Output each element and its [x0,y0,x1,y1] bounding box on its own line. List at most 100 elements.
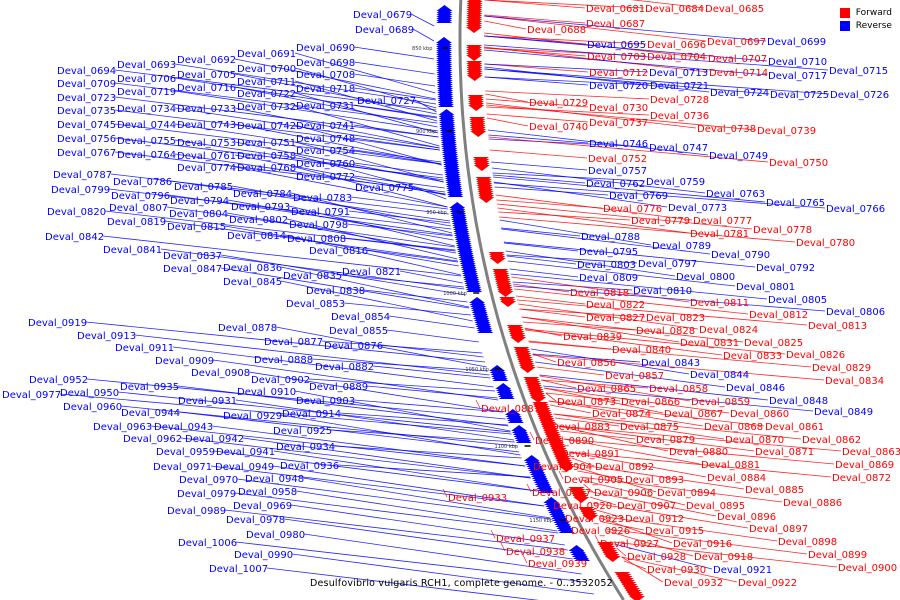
gene-label[interactable]: Deval_0841 [103,245,162,256]
gene-label[interactable]: Deval_0963 [93,422,152,433]
gene-label[interactable]: Deval_0800 [676,272,735,283]
gene-label[interactable]: Deval_0871 [755,447,814,458]
gene-label[interactable]: Deval_0763 [706,189,765,200]
gene-label[interactable]: Deval_0735 [57,106,116,117]
gene-label[interactable]: Deval_0926 [571,526,630,537]
gene-label[interactable]: Deval_0822 [586,300,645,311]
gene-label[interactable]: Deval_0698 [296,58,355,69]
gene-label[interactable]: Deval_0877 [264,337,323,348]
gene-label[interactable]: Deval_0787 [53,170,112,181]
gene-label[interactable]: Deval_0887 [481,404,540,415]
gene-label[interactable]: Deval_1006 [178,538,237,549]
gene-label[interactable]: Deval_0723 [57,93,116,104]
gene-label[interactable]: Deval_0931 [178,396,237,407]
gene-label[interactable]: Deval_0878 [218,323,277,334]
gene-label[interactable]: Deval_0903 [296,396,355,407]
gene-label[interactable]: Deval_0801 [736,282,795,293]
gene-label[interactable]: Deval_0922 [738,578,797,589]
gene-label[interactable]: Deval_0758 [237,151,296,162]
gene-label[interactable]: Deval_0714 [709,68,768,79]
gene-label[interactable]: Deval_0894 [657,488,716,499]
gene-label[interactable]: Deval_0809 [579,273,638,284]
gene-label[interactable]: Deval_0833 [723,351,782,362]
gene-label[interactable]: Deval_0727 [357,96,416,107]
gene-label[interactable]: Deval_0835 [283,271,342,282]
gene-label[interactable]: Deval_0874 [592,409,651,420]
gene-label[interactable]: Deval_0856 [557,358,616,369]
gene-label[interactable]: Deval_0960 [63,402,122,413]
gene-label[interactable]: Deval_0919 [28,318,87,329]
gene-label[interactable]: Deval_0725 [770,90,829,101]
gene-label[interactable]: Deval_0712 [589,68,648,79]
gene-label[interactable]: Deval_0939 [528,559,587,570]
gene-label[interactable]: Deval_0860 [730,409,789,420]
gene-label[interactable]: Deval_0883 [551,422,610,433]
gene-label[interactable]: Deval_0733 [177,104,236,115]
gene-label[interactable]: Deval_0910 [237,387,296,398]
gene-label[interactable]: Deval_0807 [109,203,168,214]
gene-label[interactable]: Deval_0750 [769,158,828,169]
gene-label[interactable]: Deval_0827 [586,313,645,324]
gene-label[interactable]: Deval_0930 [647,565,706,576]
gene-label[interactable]: Deval_0734 [117,104,176,115]
gene-label[interactable]: Deval_0777 [693,216,752,227]
gene-label[interactable]: Deval_0814 [227,231,286,242]
gene-label[interactable]: Deval_0950 [60,388,119,399]
gene-label[interactable]: Deval_0834 [825,376,884,387]
gene-label[interactable]: Deval_0867 [664,409,723,420]
gene-label[interactable]: Deval_0893 [625,475,684,486]
gene-label[interactable]: Deval_0845 [223,277,282,288]
gene-label[interactable]: Deval_0746 [589,139,648,150]
gene-label[interactable]: Deval_0688 [527,25,586,36]
gene-label[interactable]: Deval_0779 [631,216,690,227]
gene-label[interactable]: Deval_0766 [826,204,885,215]
gene-label[interactable]: Deval_0948 [245,474,304,485]
gene-label[interactable]: Deval_0721 [650,81,709,92]
gene-label[interactable]: Deval_0762 [586,179,645,190]
gene-label[interactable]: Deval_0713 [649,68,708,79]
gene-label[interactable]: Deval_0716 [177,83,236,94]
gene-label[interactable]: Deval_0857 [605,371,664,382]
gene-label[interactable]: Deval_0738 [697,124,756,135]
gene-label[interactable]: Deval_0895 [686,501,745,512]
gene-label[interactable]: Deval_0904 [533,462,592,473]
gene-label[interactable]: Deval_0719 [117,87,176,98]
gene-label[interactable]: Deval_0831 [680,338,739,349]
gene-label[interactable]: Deval_0775 [355,183,414,194]
gene-label[interactable]: Deval_0943 [154,422,213,433]
gene-label[interactable]: Deval_0729 [529,98,588,109]
gene-label[interactable]: Deval_0685 [705,4,764,15]
gene-label[interactable]: Deval_0932 [664,578,723,589]
gene-label[interactable]: Deval_0780 [796,238,855,249]
gene-label[interactable]: Deval_0710 [768,57,827,68]
gene-label[interactable]: Deval_0759 [646,177,705,188]
gene-label[interactable]: Deval_0911 [115,343,174,354]
gene-label[interactable]: Deval_0751 [237,138,296,149]
gene-label[interactable]: Deval_0971 [153,462,212,473]
gene-label[interactable]: Deval_0873 [557,397,616,408]
gene-label[interactable]: Deval_0876 [324,341,383,352]
gene-label[interactable]: Deval_0880 [669,447,728,458]
gene-label[interactable]: Deval_0858 [649,384,708,395]
gene-label[interactable]: Deval_0783 [293,193,352,204]
gene-label[interactable]: Deval_0958 [238,487,297,498]
gene-label[interactable]: Deval_0703 [587,52,646,63]
gene-label[interactable]: Deval_0724 [710,88,769,99]
gene-label[interactable]: Deval_0821 [342,267,401,278]
gene-label[interactable]: Deval_0744 [117,120,176,131]
gene-label[interactable]: Deval_0731 [296,101,355,112]
gene-label[interactable]: Deval_0743 [177,120,236,131]
gene-label[interactable]: Deval_0837 [163,251,222,262]
gene-label[interactable]: Deval_0825 [744,338,803,349]
gene-label[interactable]: Deval_0990 [234,550,293,561]
gene-label[interactable]: Deval_0875 [620,422,679,433]
gene-label[interactable]: Deval_0916 [673,539,732,550]
gene-label[interactable]: Deval_0730 [589,103,648,114]
gene-label[interactable]: Deval_0839 [563,332,622,343]
gene-label[interactable]: Deval_0749 [709,151,768,162]
gene-label[interactable]: Deval_0690 [296,43,355,54]
gene-label[interactable]: Deval_0829 [812,363,871,374]
gene-label[interactable]: Deval_0881 [701,460,760,471]
gene-label[interactable]: Deval_0937 [496,534,555,545]
gene-label[interactable]: Deval_0769 [609,191,668,202]
